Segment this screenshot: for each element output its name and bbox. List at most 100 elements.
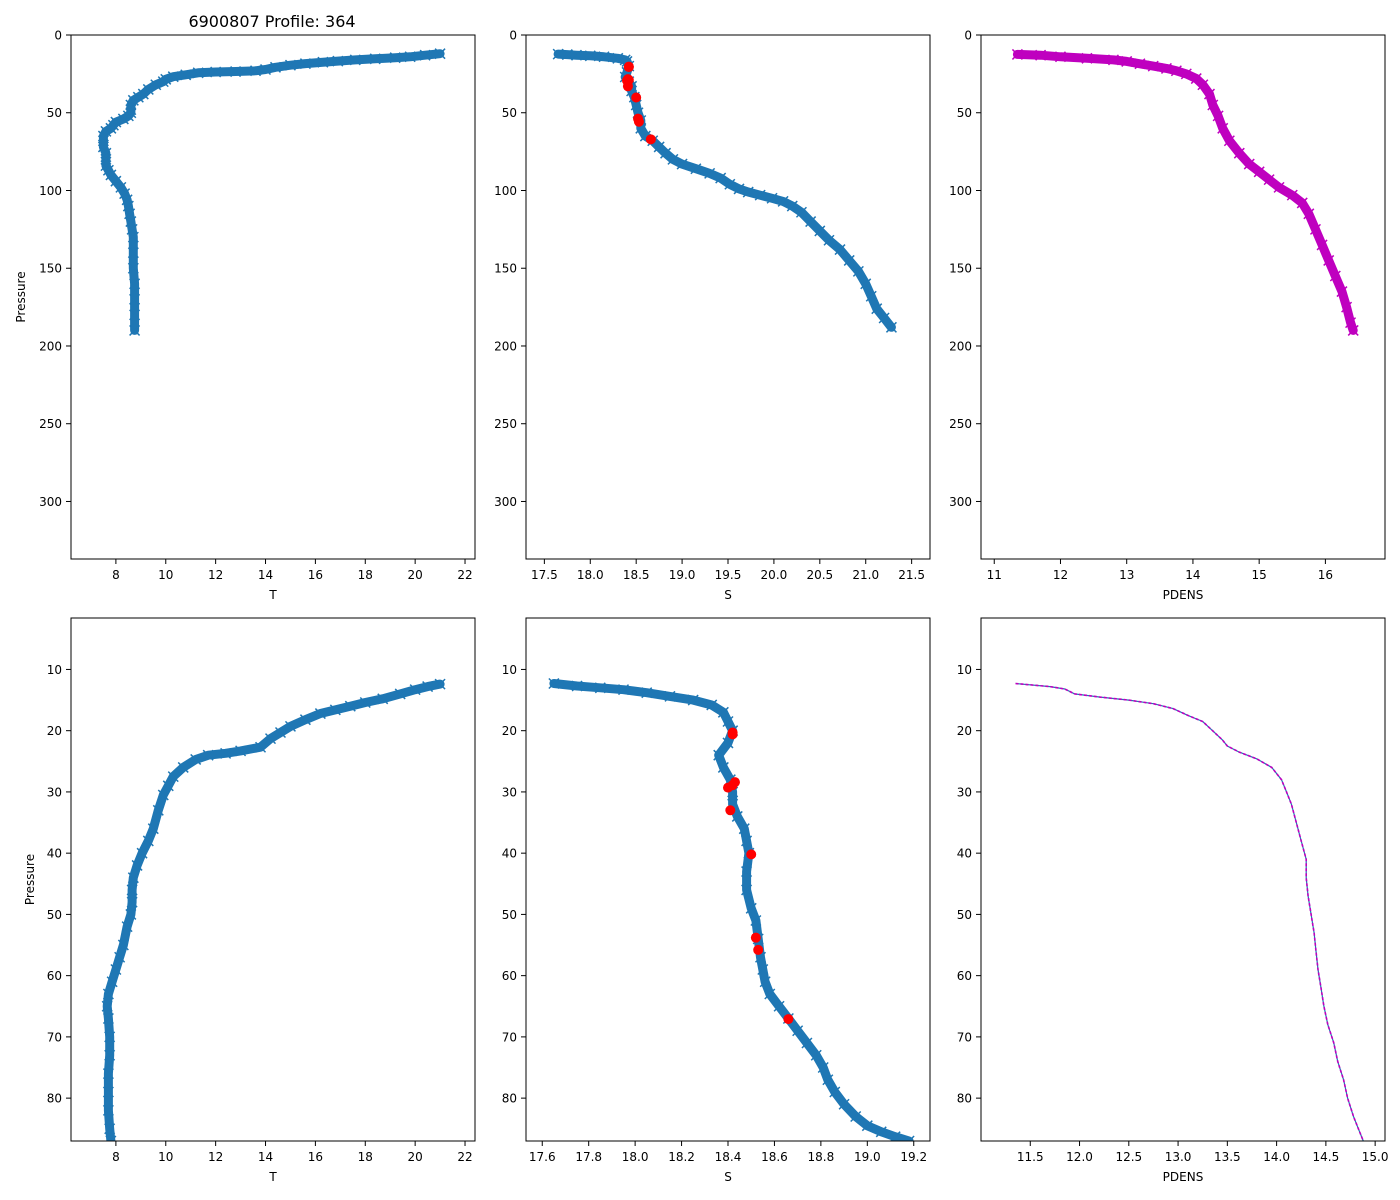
bottom-temperature-data	[101, 678, 446, 1141]
bottom-temperature-ytick-label: 20	[47, 724, 62, 738]
top-temperature-x-marker	[117, 113, 129, 125]
bottom-temperature-x-marker	[284, 720, 296, 732]
bottom-salinity-x-marker	[594, 682, 606, 694]
top-temperature-x-marker	[129, 309, 141, 321]
bottom-salinity-data	[548, 677, 915, 1141]
bottom-temperature-x-marker	[114, 951, 126, 963]
bottom-salinity-xtick-label: 18.8	[808, 1150, 835, 1164]
bottom-density-xtick-label: 11.5	[1017, 1150, 1044, 1164]
bottom-temperature-x-marker	[167, 771, 179, 783]
bottom-salinity-x-marker	[850, 1110, 862, 1123]
top-temperature-x-marker	[419, 49, 431, 61]
bottom-temperature-x-marker	[177, 761, 189, 773]
top-density-x-marker	[1345, 317, 1357, 329]
top-density-x-marker	[1197, 79, 1209, 91]
top-density-ytick-label: 150	[949, 262, 972, 276]
top-temperature-x-marker	[125, 99, 137, 111]
top-density-x-marker	[1273, 181, 1285, 193]
bottom-salinity-x-marker	[706, 699, 718, 711]
top-temperature-x-marker	[210, 66, 222, 78]
top-salinity-flag-point	[622, 81, 633, 92]
top-salinity-ytick-label: 300	[494, 495, 517, 509]
top-temperature-x-marker	[332, 55, 344, 67]
top-density-x-marker	[1207, 99, 1219, 111]
top-salinity-flag-point	[633, 116, 644, 127]
bottom-density-ytick-label: 60	[957, 969, 972, 983]
bottom-temperature-x-marker	[127, 872, 139, 884]
top-density-x-marker	[1243, 158, 1255, 170]
top-density-x-marker	[1233, 147, 1245, 159]
bottom-temperature-x-marker	[162, 780, 174, 792]
top-temperature-xtick-label: 18	[358, 568, 373, 582]
bottom-temperature-xtick-label: 22	[457, 1150, 472, 1164]
bottom-salinity-x-marker	[722, 737, 734, 749]
bottom-temperature-x-marker	[394, 688, 406, 700]
top-density-xtick-label: 16	[1318, 568, 1333, 582]
bottom-density-xtick-label: 13.5	[1214, 1150, 1241, 1164]
bottom-salinity-x-marker	[738, 823, 750, 835]
bottom-temperature-ytick-label: 40	[47, 847, 62, 861]
panel-bottom-salinity: 17.6 17.8 18.0 18.2 18.4 18.6 18.8 19.0 19.2 10 20…	[502, 617, 931, 1184]
top-salinity-x-marker	[724, 178, 736, 190]
top-temperature-x-marker	[110, 175, 122, 187]
bottom-salinity-x-marker	[838, 1098, 850, 1110]
top-salinity-x-marker	[795, 206, 807, 218]
bottom-temperature-x-marker	[117, 939, 129, 951]
top-salinity-x-marker	[584, 50, 596, 62]
top-density-x-marker	[1134, 58, 1146, 70]
bottom-temperature-x-marker	[202, 749, 214, 761]
top-salinity-x-marker	[561, 49, 573, 61]
bottom-salinity-x-marker	[664, 690, 676, 702]
top-temperature-x-marker	[105, 169, 117, 181]
top-temperature-x-marker	[125, 104, 137, 116]
top-salinity-xtick-label: 19.5	[715, 568, 742, 582]
bottom-temperature-x-marker	[102, 1104, 114, 1116]
top-salinity-xlabel: S	[724, 588, 732, 602]
bottom-temperature-ylabel: Pressure	[23, 854, 37, 905]
bottom-temperature-xtick-label: 18	[358, 1150, 373, 1164]
top-salinity-ytick-label: 150	[494, 262, 517, 276]
top-temperature-x-marker	[97, 141, 109, 153]
bottom-temperature-x-marker	[147, 823, 159, 835]
bottom-temperature-x-marker	[104, 1049, 116, 1061]
bottom-temperature-x-marker	[102, 1012, 114, 1025]
top-density-x-marker	[1035, 49, 1047, 61]
bottom-temperature-x-marker	[131, 859, 143, 871]
bottom-density-ytick-label: 40	[957, 847, 972, 861]
bottom-temperature-x-marker	[434, 678, 446, 690]
top-salinity-x-marker	[834, 244, 846, 256]
top-density-x-marker	[1253, 166, 1265, 178]
top-salinity-x-marker	[865, 290, 877, 302]
top-temperature-xtick-label: 12	[208, 568, 223, 582]
bottom-density-xtick-label: 14.0	[1263, 1150, 1290, 1164]
bottom-salinity-x-marker	[641, 687, 653, 699]
top-temperature-axes-frame	[70, 34, 476, 560]
bottom-temperature-x-marker	[359, 696, 371, 709]
top-density-x-marker	[1329, 270, 1341, 282]
top-temperature-data	[97, 48, 446, 336]
bottom-temperature-x-marker	[104, 1031, 116, 1043]
top-salinity-x-marker	[754, 189, 766, 201]
bottom-density-ytick-label: 20	[957, 724, 972, 738]
bottom-temperature-x-marker	[125, 908, 137, 920]
top-density-xlabel: PDENS	[1163, 588, 1204, 602]
top-temperature-x-marker	[284, 59, 296, 71]
top-salinity-x-marker	[843, 254, 855, 266]
bottom-density-xlabel: PDENS	[1163, 1170, 1204, 1184]
bottom-density-axes-frame	[980, 617, 1386, 1142]
bottom-temperature-x-marker	[409, 684, 421, 696]
bottom-temperature-x-marker	[314, 708, 326, 720]
bottom-temperature-ytick-label: 60	[47, 969, 62, 983]
bottom-salinity-x-marker	[903, 1135, 915, 1141]
top-temperature-x-marker	[192, 67, 204, 79]
bottom-salinity-x-marker	[757, 963, 769, 976]
top-salinity-xtick-label: 19.0	[669, 568, 696, 582]
bottom-temperature-ytick-label: 50	[47, 908, 62, 922]
top-temperature-ytick-label: 50	[47, 106, 62, 120]
top-temperature-xtick-label: 10	[158, 568, 173, 582]
top-temperature-x-marker	[299, 58, 311, 70]
bottom-density-ytick-label: 50	[957, 908, 972, 922]
top-density-x-marker	[1147, 60, 1159, 72]
top-density-x-marker	[1054, 51, 1067, 63]
